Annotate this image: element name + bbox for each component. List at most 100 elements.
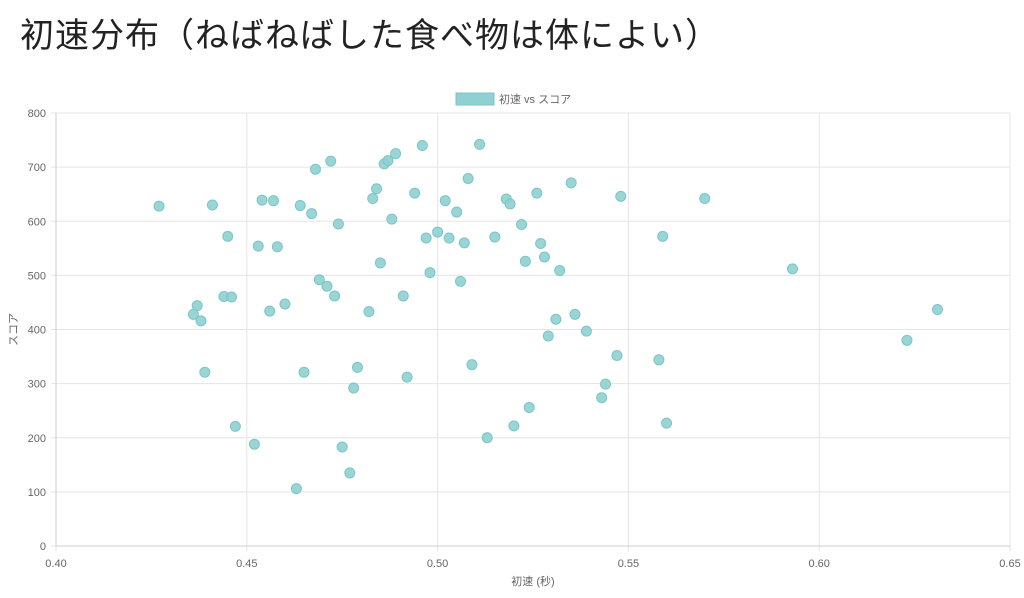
data-point[interactable] <box>481 432 493 444</box>
data-point[interactable] <box>458 237 470 249</box>
data-point[interactable] <box>268 195 280 207</box>
data-point[interactable] <box>374 257 386 269</box>
data-point[interactable] <box>786 263 798 275</box>
data-point[interactable] <box>409 187 421 199</box>
data-point[interactable] <box>294 200 306 212</box>
data-point[interactable] <box>504 198 516 210</box>
y-axis-title: スコア <box>8 313 20 346</box>
data-point[interactable] <box>657 230 669 242</box>
data-point[interactable] <box>661 417 673 429</box>
data-point[interactable] <box>699 193 711 205</box>
x-tick-label: 0.45 <box>236 558 257 570</box>
y-tick-label: 800 <box>28 108 46 120</box>
data-point[interactable] <box>542 330 554 342</box>
x-tick-label: 0.55 <box>618 558 639 570</box>
data-point[interactable] <box>390 148 402 160</box>
data-point[interactable] <box>290 483 302 495</box>
data-point[interactable] <box>420 232 432 244</box>
data-point[interactable] <box>344 467 356 479</box>
data-point[interactable] <box>248 438 260 450</box>
data-point[interactable] <box>538 251 550 263</box>
data-point[interactable] <box>611 349 623 361</box>
data-point[interactable] <box>271 241 283 253</box>
legend-swatch <box>455 92 495 106</box>
data-point[interactable] <box>550 313 562 325</box>
data-point[interactable] <box>321 280 333 292</box>
data-point[interactable] <box>401 371 413 383</box>
data-point[interactable] <box>226 291 238 303</box>
data-point[interactable] <box>371 183 383 195</box>
data-point[interactable] <box>325 155 337 167</box>
data-point[interactable] <box>531 187 543 199</box>
data-point[interactable] <box>386 213 398 225</box>
data-point[interactable] <box>523 401 535 413</box>
data-point[interactable] <box>554 265 566 277</box>
x-tick-label: 0.40 <box>45 558 66 570</box>
data-point[interactable] <box>439 195 451 207</box>
data-point[interactable] <box>336 441 348 453</box>
data-point[interactable] <box>600 378 612 390</box>
data-point[interactable] <box>229 420 241 432</box>
data-point[interactable] <box>454 275 466 287</box>
data-point[interactable] <box>306 208 318 220</box>
data-point[interactable] <box>153 200 165 212</box>
x-tick-label: 0.50 <box>427 558 448 570</box>
data-point[interactable] <box>416 139 428 151</box>
data-point[interactable] <box>580 325 592 337</box>
y-tick-label: 0 <box>40 541 46 553</box>
data-point[interactable] <box>462 172 474 184</box>
data-point[interactable] <box>252 240 264 252</box>
data-point[interactable] <box>519 255 531 267</box>
data-point[interactable] <box>615 190 627 202</box>
data-point[interactable] <box>466 359 478 371</box>
data-point[interactable] <box>451 206 463 218</box>
y-tick-label: 700 <box>28 162 46 174</box>
data-point[interactable] <box>432 226 444 238</box>
y-tick-label: 500 <box>28 270 46 282</box>
data-point[interactable] <box>443 232 455 244</box>
data-point[interactable] <box>382 155 394 167</box>
data-point[interactable] <box>222 230 234 242</box>
grid <box>51 112 1011 551</box>
data-point[interactable] <box>363 306 375 318</box>
data-point[interactable] <box>565 177 577 189</box>
data-point[interactable] <box>206 199 218 211</box>
y-tick-label: 100 <box>28 487 46 499</box>
data-point[interactable] <box>508 420 520 432</box>
data-point[interactable] <box>653 354 665 366</box>
y-tick-label: 300 <box>28 379 46 391</box>
y-tick-label: 200 <box>28 433 46 445</box>
data-point[interactable] <box>489 231 501 243</box>
data-point[interactable] <box>329 290 341 302</box>
data-point[interactable] <box>298 366 310 378</box>
data-point[interactable] <box>191 300 203 312</box>
data-point[interactable] <box>535 237 547 249</box>
data-point[interactable] <box>279 298 291 310</box>
data-point[interactable] <box>348 382 360 394</box>
data-point[interactable] <box>596 392 608 404</box>
x-tick-label: 0.65 <box>999 558 1020 570</box>
data-point[interactable] <box>367 193 379 205</box>
x-tick-label: 0.60 <box>808 558 829 570</box>
data-point[interactable] <box>424 267 436 279</box>
x-axis-title: 初速 (秒) <box>511 574 554 588</box>
y-tick-label: 400 <box>28 325 46 337</box>
data-point[interactable] <box>351 361 363 373</box>
data-point[interactable] <box>569 308 581 320</box>
data-point[interactable] <box>313 274 325 286</box>
data-point[interactable] <box>397 290 409 302</box>
data-point[interactable] <box>195 315 207 327</box>
data-point[interactable] <box>264 305 276 317</box>
data-point[interactable] <box>199 366 211 378</box>
data-points <box>153 138 943 495</box>
data-point[interactable] <box>474 138 486 150</box>
legend[interactable]: 初速 vs スコア <box>455 92 571 106</box>
data-point[interactable] <box>516 218 528 230</box>
y-tick-label: 600 <box>28 216 46 228</box>
data-point[interactable] <box>256 194 268 206</box>
data-point[interactable] <box>901 334 913 346</box>
data-point[interactable] <box>332 218 344 230</box>
data-point[interactable] <box>309 163 321 175</box>
data-point[interactable] <box>931 303 943 315</box>
